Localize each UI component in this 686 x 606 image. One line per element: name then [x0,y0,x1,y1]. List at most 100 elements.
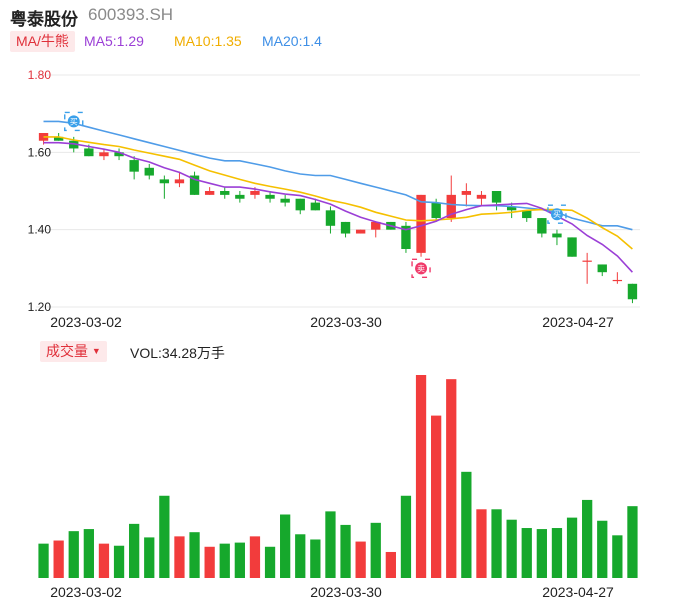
candle-body [431,202,441,219]
buy-signal-marker[interactable]: 买 [547,204,567,224]
date-tick-label: 2023-03-30 [310,584,382,600]
volume-bar [264,546,276,578]
volume-bar [159,495,170,578]
signal-badge [415,262,428,275]
stock-name: 粤泰股份 [10,10,78,29]
candle-body [552,233,562,238]
date-tick-label: 2023-03-30 [310,314,382,330]
candle-body [567,237,577,257]
volume-bar [506,519,517,578]
volume-bar [129,523,140,578]
volume-bar [249,536,261,578]
volume-bar [83,529,94,578]
candle-body [340,221,351,234]
volume-bar [280,514,291,578]
ma5-legend: MA5:1.29 [84,33,144,49]
volume-bar [461,471,472,578]
candle-body [537,218,547,234]
price-tick-label: 1.40 [28,223,52,237]
candle-body [310,202,321,211]
volume-bar [189,532,200,578]
volume-bar [400,495,412,578]
candle-body [582,260,592,262]
volume-bar [476,509,487,578]
candle-body [597,264,607,273]
candle-body [627,283,638,300]
volume-bar [491,509,502,578]
candle-body [446,194,456,219]
price-tick-label: 1.80 [28,68,52,82]
volume-bar [219,543,230,578]
candle-body [114,152,124,157]
candle-body [476,194,487,199]
volume-value: VOL:34.28万手 [130,345,225,361]
signal-frame [64,111,84,132]
volume-bar [597,520,608,578]
volume-bar [551,528,563,578]
candle-body [204,191,215,195]
candle-body [250,191,260,195]
signal-label: 买 [70,117,78,126]
candle-body [612,279,623,282]
candle-body [84,148,94,157]
candle-body [53,136,64,141]
volume-bar [113,545,125,578]
candle-body [159,179,170,184]
price-tick-label: 1.60 [28,145,52,159]
signal-frame [547,204,567,224]
volume-indicator-tag[interactable]: 成交量 ▼ [40,341,107,362]
volume-bar [204,546,215,578]
signal-frame [411,258,431,279]
candle-body [355,229,366,234]
signal-label: 卖 [417,264,425,273]
stock-code: 600393.SH [88,5,174,24]
ma10-legend: MA10:1.35 [174,33,242,49]
volume-bar [174,536,185,578]
candle-body [371,221,381,230]
volume-bar [310,539,321,578]
candle-body [99,152,109,157]
ma10-line [43,136,633,250]
price-tick-label: 1.20 [28,300,52,314]
candle-body [295,198,305,211]
volume-bar [340,524,351,578]
volume-bar [370,522,381,578]
volume-bar [68,531,79,578]
volume-bar [431,415,442,578]
candle-body [129,160,139,172]
date-tick-label: 2023-03-02 [50,584,122,600]
volume-bar [627,506,638,578]
candle-body [506,206,517,211]
signal-label: 买 [553,210,561,219]
volume-bar [446,379,457,578]
candle-body [174,179,185,184]
ma5-line [43,141,633,273]
candle-body [280,198,290,203]
candle-body [235,194,245,199]
volume-bar [536,529,547,578]
candle-body [491,191,502,203]
volume-bar [521,528,532,578]
volume-tag-label: 成交量 [46,343,88,359]
sell-signal-marker[interactable]: 卖 [411,258,431,279]
volume-bar [295,534,306,578]
date-tick-label: 2023-04-27 [542,314,614,330]
candle-body [325,210,336,226]
volume-bar [98,543,110,578]
dropdown-arrow-icon: ▼ [91,346,101,356]
ma20-line [43,120,633,231]
volume-bar [612,535,623,578]
candle-body [265,194,275,199]
volume-bar [38,543,49,578]
ma-indicator-tag[interactable]: MA/牛熊 [10,31,75,52]
volume-bar [566,517,578,578]
date-tick-label: 2023-03-02 [50,314,122,330]
volume-bar [53,540,64,578]
candle-body [144,167,154,176]
signal-badge [67,115,80,128]
ma20-legend: MA20:1.4 [262,33,322,49]
buy-signal-marker[interactable]: 买 [64,111,84,132]
volume-bar [582,499,593,578]
